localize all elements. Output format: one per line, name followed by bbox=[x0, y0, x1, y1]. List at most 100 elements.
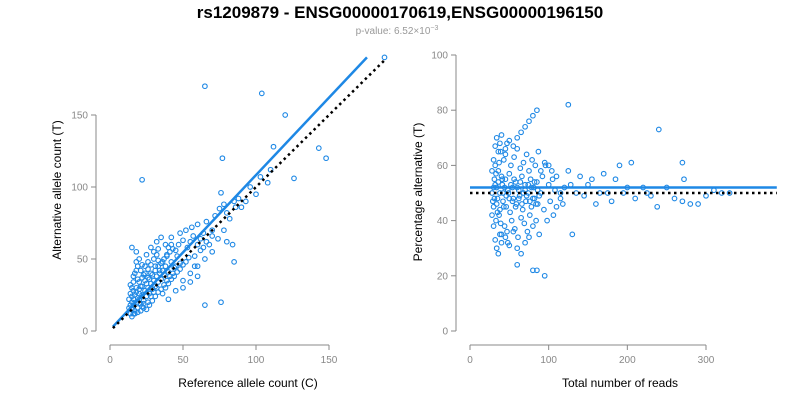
right-data-point bbox=[526, 118, 532, 125]
left-data-point bbox=[188, 224, 195, 231]
right-data-point bbox=[498, 132, 505, 138]
left-data-point bbox=[180, 261, 186, 268]
right-data-point bbox=[550, 212, 557, 218]
left-data-point bbox=[194, 263, 201, 270]
right-data-point bbox=[497, 140, 503, 147]
left-data-point bbox=[130, 279, 137, 285]
left-data-point bbox=[152, 293, 159, 300]
left-data-point bbox=[134, 276, 141, 283]
left-data-point bbox=[197, 247, 204, 254]
left-data-point bbox=[159, 290, 166, 297]
right-data-point bbox=[632, 195, 639, 202]
right-data-point bbox=[523, 198, 529, 205]
right-data-point bbox=[509, 198, 516, 205]
right-data-point bbox=[489, 212, 495, 218]
right-axes: 0 100 200 300 0 20 40 60 80 100 bbox=[431, 51, 714, 367]
left-y-tick-label: 50 bbox=[77, 255, 89, 266]
right-data-point bbox=[526, 198, 533, 205]
left-data-point bbox=[165, 296, 172, 303]
right-data-point bbox=[530, 195, 536, 202]
right-data-point bbox=[541, 272, 548, 279]
left-data-point bbox=[174, 269, 181, 275]
right-data-point bbox=[541, 206, 547, 213]
left-data-point bbox=[215, 235, 221, 242]
left-x-tick-label: 0 bbox=[107, 355, 113, 366]
left-data-point bbox=[235, 195, 242, 202]
left-data-point bbox=[137, 267, 144, 274]
right-data-point bbox=[506, 170, 513, 177]
right-data-point bbox=[526, 234, 532, 241]
right-data-point bbox=[542, 162, 549, 169]
left-data-point bbox=[180, 237, 186, 244]
right-data-point bbox=[679, 159, 686, 166]
left-data-point bbox=[162, 263, 169, 270]
left-data-point bbox=[137, 300, 144, 307]
right-data-point bbox=[507, 209, 513, 216]
right-data-point bbox=[671, 195, 678, 202]
right-data-point bbox=[533, 217, 539, 224]
right-data-point bbox=[510, 195, 517, 202]
right-data-point bbox=[530, 267, 536, 274]
right-y-tick-label: 80 bbox=[437, 106, 449, 117]
right-data-point bbox=[569, 231, 576, 238]
right-data-point bbox=[531, 179, 538, 185]
right-data-point bbox=[548, 168, 555, 174]
right-data-point bbox=[500, 203, 507, 210]
left-data-point bbox=[140, 271, 147, 278]
right-data-point bbox=[497, 231, 503, 238]
right-data-point bbox=[537, 168, 544, 174]
right-data-point bbox=[612, 176, 619, 183]
left-data-point bbox=[145, 266, 151, 272]
right-data-point bbox=[522, 123, 528, 130]
left-data-point bbox=[219, 155, 226, 162]
left-data-point bbox=[209, 227, 216, 234]
right-data-point bbox=[495, 179, 502, 185]
right-data-point bbox=[514, 245, 521, 252]
left-data-point bbox=[155, 257, 162, 264]
right-data-point bbox=[489, 168, 495, 174]
right-data-point bbox=[515, 195, 522, 202]
left-data-point bbox=[257, 174, 264, 180]
left-x-tick-label: 150 bbox=[321, 355, 338, 366]
left-data-point bbox=[162, 241, 169, 248]
right-data-point bbox=[493, 245, 500, 252]
right-data-point bbox=[687, 201, 694, 207]
right-data-point bbox=[523, 151, 530, 158]
right-data-point bbox=[553, 173, 560, 180]
right-data-point bbox=[589, 176, 595, 183]
left-data-point bbox=[183, 259, 189, 265]
right-data-point bbox=[526, 168, 532, 174]
left-data-point bbox=[153, 238, 160, 245]
left-y-tick-label: 150 bbox=[71, 111, 88, 122]
left-data-point bbox=[202, 256, 208, 262]
right-data-point bbox=[490, 223, 497, 229]
left-data-point bbox=[149, 297, 156, 304]
right-data-point bbox=[608, 198, 615, 205]
left-data-point bbox=[381, 54, 388, 61]
left-data-point bbox=[216, 205, 223, 212]
chart-title: rs1209879 - ENSG00000170619,ENSG00000196… bbox=[197, 3, 603, 22]
left-data-point bbox=[194, 241, 201, 248]
left-data-point bbox=[131, 307, 138, 314]
left-data-point bbox=[152, 263, 159, 270]
left-data-point bbox=[206, 241, 213, 248]
left-data-point bbox=[127, 290, 134, 297]
right-data-point bbox=[514, 145, 521, 152]
right-data-point bbox=[534, 179, 540, 185]
left-data-point bbox=[187, 279, 194, 285]
right-data-point bbox=[557, 190, 564, 196]
left-data-point bbox=[171, 273, 178, 280]
left-data-point bbox=[168, 276, 175, 283]
right-data-point bbox=[518, 129, 524, 136]
left-data-point bbox=[137, 283, 144, 290]
right-data-point bbox=[577, 173, 583, 180]
right-data-point bbox=[513, 201, 520, 207]
right-data-point bbox=[492, 143, 499, 149]
right-data-point bbox=[520, 159, 527, 166]
right-data-point bbox=[489, 198, 496, 205]
left-data-point bbox=[130, 273, 137, 280]
left-data-point bbox=[270, 143, 277, 150]
left-x-axis-label: Reference allele count (C) bbox=[178, 376, 317, 390]
right-data-point bbox=[491, 195, 498, 202]
left-data-point bbox=[172, 263, 179, 270]
